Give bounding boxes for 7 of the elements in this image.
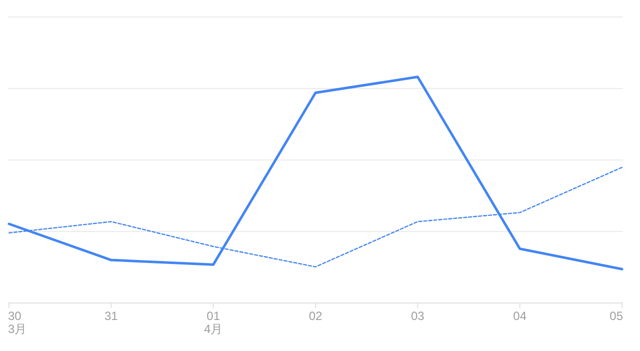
x-tick-label: 30 3月 [8, 309, 27, 336]
x-tick-label: 03 [410, 309, 425, 323]
x-tick-label: 05 [610, 309, 624, 323]
x-tick-label: 31 [104, 309, 118, 323]
x-tick-label: 02 [308, 309, 322, 323]
x-tick-label: 04 [513, 309, 527, 323]
x-tick-label: 01 4月 [204, 309, 223, 336]
